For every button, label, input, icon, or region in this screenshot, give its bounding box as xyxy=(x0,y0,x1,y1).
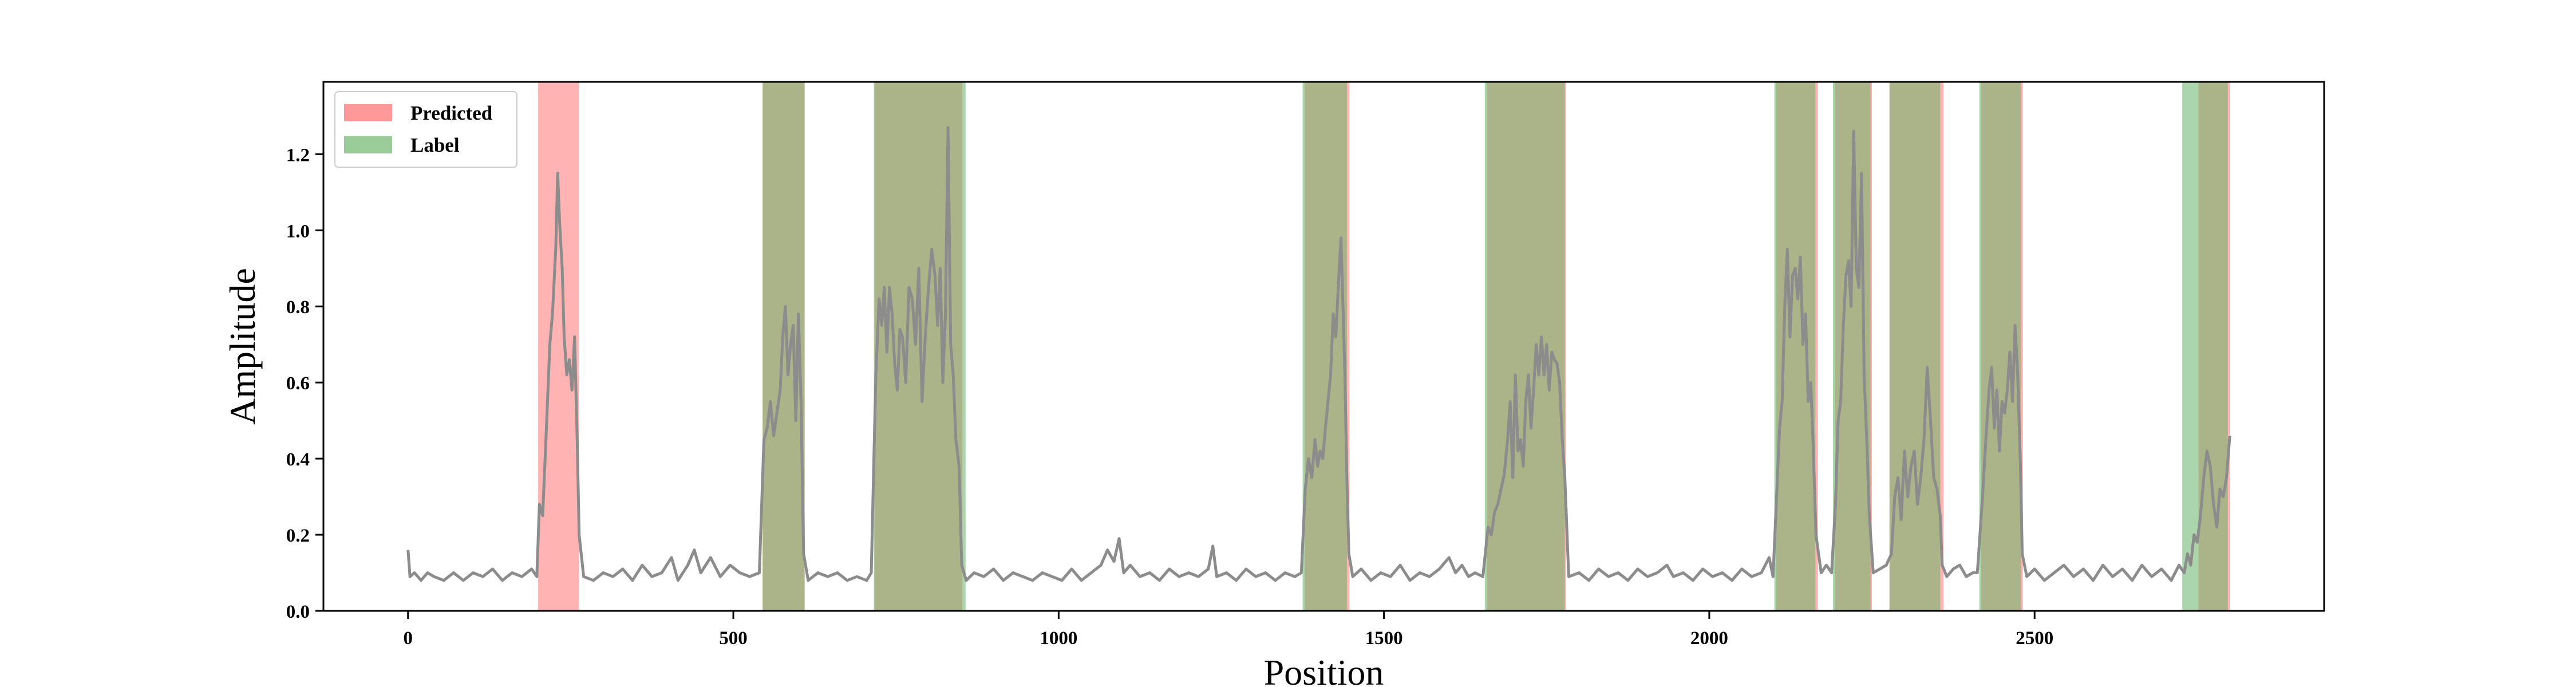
y-tick-label: 0.4 xyxy=(286,449,310,470)
legend: Predicted Label xyxy=(334,91,517,168)
y-axis-title: Amplitude xyxy=(222,268,263,425)
legend-label: Label xyxy=(410,134,460,156)
y-tick-label: 0.6 xyxy=(286,373,310,394)
x-tick-label: 500 xyxy=(719,628,748,649)
y-tick-label: 0.2 xyxy=(286,526,310,546)
signal-layer xyxy=(406,126,2231,582)
x-tick-label: 1000 xyxy=(1040,628,1077,649)
predicted-region xyxy=(538,82,579,611)
label-region xyxy=(1484,82,1565,611)
x-tick-label: 1500 xyxy=(1365,628,1403,649)
plot-frame xyxy=(322,81,2325,612)
label-region xyxy=(1889,82,1941,611)
y-tick-label: 0.0 xyxy=(286,602,310,622)
x-tick-label: 2500 xyxy=(2016,628,2053,649)
y-axis: 0.0 0.2 0.4 0.6 0.8 1.0 1.2 xyxy=(286,145,323,622)
label-region xyxy=(1774,82,1816,611)
label-region xyxy=(2182,82,2228,611)
x-tick-label: 0 xyxy=(404,628,413,649)
x-tick-label: 2000 xyxy=(1690,628,1728,649)
signal-line xyxy=(406,126,2231,582)
y-tick-label: 0.8 xyxy=(286,297,310,318)
legend-label: Predicted xyxy=(410,102,493,124)
y-tick-label: 1.2 xyxy=(286,145,310,165)
legend-swatch xyxy=(344,136,392,153)
label-regions xyxy=(762,82,2228,611)
legend-swatch xyxy=(344,104,392,121)
y-tick-label: 1.0 xyxy=(286,221,310,242)
x-axis-title: Position xyxy=(1264,652,1384,687)
label-region xyxy=(1302,82,1347,611)
x-axis: 0 500 1000 1500 2000 2500 xyxy=(404,611,2053,649)
